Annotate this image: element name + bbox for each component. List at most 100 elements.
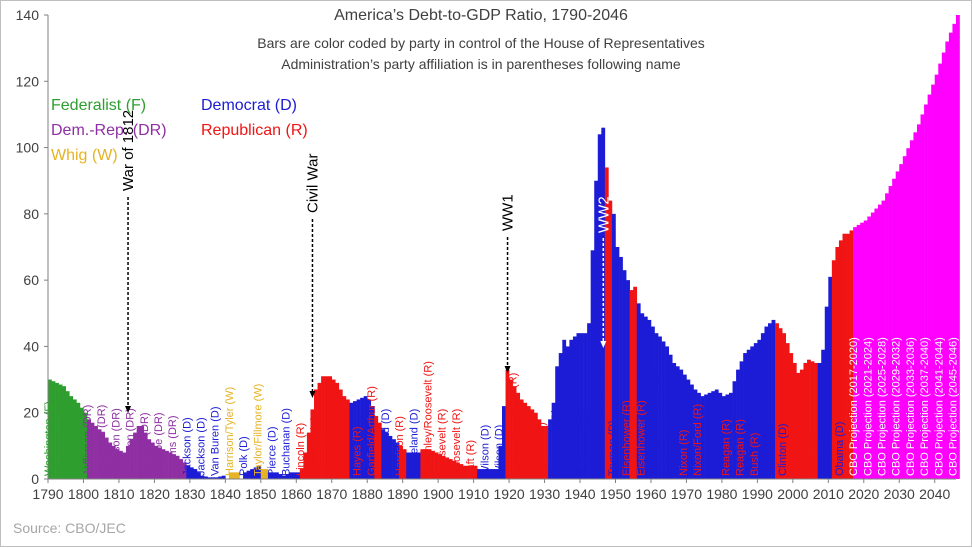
bar-1849	[257, 465, 262, 479]
x-tick-label-1930: 1930	[529, 486, 560, 502]
bar-1980	[721, 396, 726, 479]
admin-label-51: Clinton (D)	[763, 423, 775, 476]
admin-label-9: Adams (DR)	[167, 415, 179, 476]
bar-1872	[338, 389, 343, 479]
bar-1953	[626, 280, 630, 479]
bar-1998	[785, 343, 790, 479]
admin-label-7: Monroe (DR)	[139, 412, 151, 476]
bar-2003	[803, 363, 808, 479]
x-tick-label-1820: 1820	[139, 486, 170, 502]
bar-1882	[374, 416, 379, 479]
admin-label-19: Johnson (R)	[309, 416, 321, 476]
admin-label-39: Roosevelt/Truman (D)	[593, 368, 605, 476]
x-tick-label-1870: 1870	[316, 486, 347, 502]
bar-1898	[431, 450, 435, 479]
bar-1831	[193, 469, 198, 479]
bar-1890	[402, 449, 407, 479]
admin-label-23: Garfield/Arthur (R)	[366, 386, 378, 476]
bar-1902	[445, 457, 450, 479]
bar-1887	[392, 439, 396, 479]
bar-1921	[512, 386, 517, 479]
bar-1950	[615, 247, 620, 479]
bar-1868	[324, 376, 329, 479]
bar-1957	[640, 313, 645, 479]
bar-1985	[739, 361, 744, 479]
bar-1871	[335, 382, 340, 479]
admin-label-21: Grant (R)	[337, 430, 349, 476]
bar-2036	[920, 114, 925, 480]
bar-2033	[909, 140, 914, 479]
bar-1864	[310, 409, 315, 479]
bar-1847	[250, 469, 254, 479]
bar-1859	[292, 472, 297, 479]
admin-label-38: Roosevelt (D)	[579, 409, 591, 476]
x-tick-label-1970: 1970	[671, 486, 702, 502]
legend-whig: Whig (W)	[51, 147, 118, 164]
bar-1836	[211, 477, 215, 479]
bar-2029	[895, 171, 900, 479]
bar-1858	[289, 472, 294, 479]
bar-1897	[427, 449, 432, 479]
bar-1959	[647, 319, 652, 479]
admin-label-60: CBO Projection (2029-2032)	[891, 337, 903, 476]
admin-label-13: Harrison/Tyler (W)	[224, 387, 236, 476]
bar-1964	[665, 346, 669, 479]
bar-2004	[807, 359, 811, 479]
bar-1851	[264, 469, 269, 479]
bar-1857	[285, 474, 290, 479]
admin-label-41: Eisenhower (R)	[621, 400, 633, 476]
bar-1790	[48, 379, 52, 479]
bar-1800	[83, 412, 88, 479]
bar-2045	[952, 23, 957, 480]
y-tick-label-100: 100	[16, 140, 40, 156]
bar-2019	[860, 222, 865, 479]
bar-1801	[87, 419, 91, 479]
admin-label-3: Jefferson (DR)	[82, 405, 94, 476]
admin-label-59: CBO Projection (2025-2028)	[877, 337, 889, 476]
bar-1908	[466, 465, 471, 479]
x-tick-label-1860: 1860	[281, 486, 312, 502]
bar-2018	[856, 224, 861, 479]
bar-1990	[757, 339, 762, 479]
bar-1956	[636, 303, 641, 479]
bar-1975	[704, 394, 708, 479]
bar-2037	[924, 104, 928, 480]
bar-1955	[633, 286, 638, 479]
bar-1983	[732, 381, 737, 479]
bar-2010	[828, 276, 833, 479]
bar-1829	[186, 465, 191, 479]
bar-1825	[172, 454, 176, 479]
admin-label-61: CBO Projection (2033-2036)	[905, 337, 917, 476]
bar-1966	[672, 363, 677, 479]
bar-1850	[260, 469, 265, 479]
bar-1929	[541, 425, 545, 479]
admin-label-45: Nixon (R)	[678, 430, 690, 476]
x-tick-label-1960: 1960	[635, 486, 666, 502]
bar-1877	[356, 399, 361, 479]
bar-1997	[782, 333, 787, 479]
bar-1923	[519, 399, 524, 479]
bar-1885	[384, 432, 389, 479]
bar-1999	[789, 353, 794, 479]
admin-label-47: Carter (D)	[706, 427, 718, 476]
bar-1967	[675, 366, 680, 479]
bar-1954	[629, 290, 634, 479]
bar-1903	[448, 459, 453, 479]
admin-label-11: Jackson (D)	[196, 417, 208, 476]
bar-1794	[62, 386, 67, 479]
admin-label-32: Wilson (D)	[493, 425, 505, 476]
bar-1974	[700, 396, 705, 479]
bar-2046	[956, 15, 960, 479]
bar-1910	[473, 465, 478, 479]
bar-1915	[491, 469, 496, 479]
admin-label-55: Obama (D)	[820, 422, 832, 476]
admin-label-6: Madison (DR)	[125, 408, 137, 476]
bar-2015	[846, 233, 850, 479]
bar-1853	[271, 472, 276, 479]
bar-1865	[314, 389, 318, 479]
bar-1972	[693, 389, 698, 479]
y-tick-label-20: 20	[23, 405, 39, 421]
admin-label-30: Taft (R)	[465, 440, 477, 476]
admin-label-31: Wilson (D)	[479, 425, 491, 476]
